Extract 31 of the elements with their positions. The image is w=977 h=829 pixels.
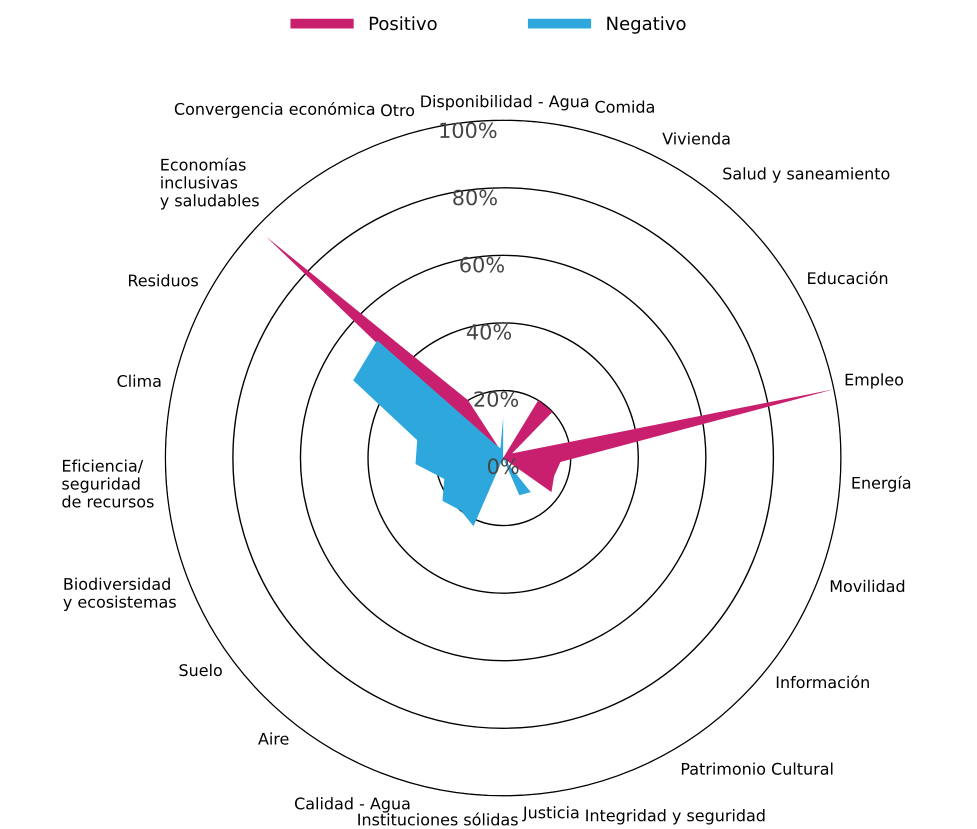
spoke-label: Empleo <box>846 373 904 389</box>
legend-label: Positivo <box>370 16 437 30</box>
spoke-label: Justicia <box>522 806 578 822</box>
y-tick-label: 20% <box>474 391 518 407</box>
spoke-label: Patrimonio Cultural <box>682 762 832 775</box>
spoke-label: Clima <box>117 374 160 388</box>
spoke-label: Convergencia económica <box>174 102 374 118</box>
spoke-label: Comida <box>595 100 654 113</box>
spoke-label: Integridad y seguridad <box>586 809 764 825</box>
spoke-label: Aire <box>258 732 289 745</box>
spoke-label: Energía <box>852 476 910 492</box>
spoke-label: Información <box>776 675 869 688</box>
spoke-label: Vivienda <box>662 132 730 145</box>
spoke-label: Disponibilidad - Agua <box>421 94 588 110</box>
y-tick-label: 100% <box>440 122 496 138</box>
spoke-label: Otro <box>381 104 414 116</box>
spoke-label: Salud y saneamiento <box>723 167 890 183</box>
spoke-label: Eficiencia/ seguridad de recursos <box>62 459 154 508</box>
spoke-label: Calidad - Agua <box>295 797 410 813</box>
y-tick-label: 80% <box>453 190 497 206</box>
spoke-label: Residuos <box>128 274 198 286</box>
y-tick-label: 60% <box>460 256 504 273</box>
y-tick-label: 0% <box>488 458 519 474</box>
y-tick-label: 40% <box>466 324 512 340</box>
spoke-label: Economías inclusivas y saludables <box>160 158 259 210</box>
spoke-label: Suelo <box>180 664 222 676</box>
legend-label: Negativo <box>607 16 686 34</box>
spoke-label: Instituciones sólidas <box>358 812 518 826</box>
spoke-label: Movilidad <box>830 580 904 592</box>
spoke-label: Biodiversidad y ecosistemas <box>63 578 176 611</box>
spoke-label: Educación <box>808 271 888 284</box>
